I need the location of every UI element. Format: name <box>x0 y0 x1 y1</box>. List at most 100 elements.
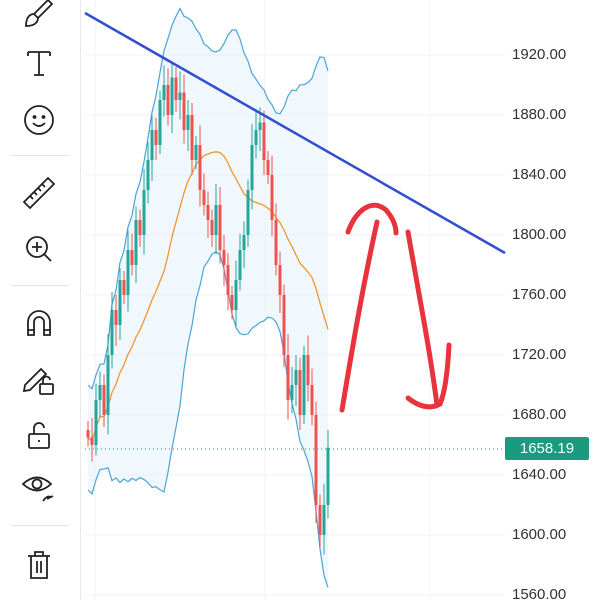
candle-body <box>230 295 234 310</box>
candle-body <box>102 385 106 415</box>
hide-drawings-button[interactable] <box>18 466 60 508</box>
candle-body <box>190 115 194 160</box>
price-tick-label: 1600.00 <box>512 526 567 543</box>
brush-icon <box>25 0 54 27</box>
candle-body <box>106 355 110 415</box>
candle-body <box>98 385 102 400</box>
candle-body <box>210 220 214 235</box>
drawing-mode-lock-button[interactable] <box>18 358 60 400</box>
candle-body <box>170 77 174 115</box>
text-icon <box>27 51 51 76</box>
candle-body <box>314 415 318 505</box>
price-tick-label: 1640.00 <box>512 466 567 483</box>
candle-body <box>186 115 190 130</box>
candle-body <box>142 190 146 235</box>
price-tick-label: 1800.00 <box>512 226 567 243</box>
toolbar-divider <box>12 285 68 286</box>
ruler-icon <box>22 176 56 210</box>
price-tick-label: 1880.00 <box>512 106 567 123</box>
candle-body <box>318 505 322 535</box>
brush-tool-button[interactable] <box>18 0 60 34</box>
candle-body <box>234 280 238 310</box>
eye-icon <box>21 476 54 502</box>
remove-drawings-button[interactable] <box>18 544 60 586</box>
candle-body <box>274 220 278 265</box>
candle-body <box>202 190 206 205</box>
price-tick-label: 1560.00 <box>512 586 567 603</box>
price-tick-label: 1760.00 <box>512 286 567 303</box>
price-tick-label: 1840.00 <box>512 166 567 183</box>
candle-body <box>110 310 114 355</box>
last-price-label: 1658.19 <box>505 436 589 460</box>
candle-body <box>182 92 186 130</box>
zoom-in-tool-button[interactable] <box>18 228 60 270</box>
candle-body <box>174 77 178 100</box>
smiley-icon <box>24 105 54 135</box>
candle-body <box>134 220 138 265</box>
candle-body <box>290 385 294 400</box>
candle-body <box>166 85 170 115</box>
candle-body <box>270 175 274 220</box>
candle-body <box>246 190 250 235</box>
candle-body <box>322 505 326 535</box>
candle-body <box>294 370 298 385</box>
candle-body <box>194 145 198 160</box>
candle-body <box>250 145 254 190</box>
candle-body <box>154 130 158 145</box>
drawing-toolbar <box>0 0 81 600</box>
candle-body <box>262 122 266 160</box>
candle-body <box>242 235 246 250</box>
magnet-tool-button[interactable] <box>18 302 60 344</box>
candle-body <box>90 437 94 445</box>
candle-body <box>214 205 218 235</box>
candle-body <box>218 205 222 250</box>
candle-body <box>206 205 210 220</box>
candle-body <box>150 130 154 160</box>
trash-icon <box>28 551 50 579</box>
candle-body <box>126 250 130 295</box>
candle-body <box>138 220 142 235</box>
lock-drawings-button[interactable] <box>18 414 60 456</box>
magnet-icon <box>27 310 51 336</box>
candle-body <box>122 280 126 295</box>
bollinger-upper-line <box>87 7 329 390</box>
candle-body <box>222 250 226 265</box>
measure-tool-button[interactable] <box>18 172 60 214</box>
toolbar-divider <box>12 155 68 156</box>
zoom-in-icon <box>26 236 52 262</box>
candle-body <box>238 250 242 280</box>
price-tick-label: 1920.00 <box>512 46 567 63</box>
candle-body <box>278 265 282 295</box>
pencil-lock-icon <box>22 367 54 395</box>
candle-body <box>266 160 270 175</box>
candle-body <box>306 355 310 385</box>
candle-body <box>326 447 330 505</box>
candle-body <box>178 92 182 100</box>
toolbar-divider <box>12 525 68 526</box>
unlock-icon <box>28 422 50 449</box>
candle-body <box>258 122 262 130</box>
candle-body <box>282 295 286 355</box>
candle-body <box>86 430 90 438</box>
candle-body <box>162 85 166 100</box>
candle-body <box>158 100 162 145</box>
candle-body <box>146 160 150 190</box>
candle-body <box>254 130 258 145</box>
candle-body <box>130 250 134 265</box>
candle-body <box>94 400 98 445</box>
candle-body <box>114 310 118 325</box>
text-tool-button[interactable] <box>18 42 60 84</box>
candle-body <box>302 355 306 415</box>
moving-average-line <box>87 151 329 443</box>
emoji-tool-button[interactable] <box>18 99 60 141</box>
candle-body <box>198 145 202 190</box>
candle-body <box>118 280 122 325</box>
price-tick-label: 1720.00 <box>512 346 567 363</box>
candle-body <box>286 355 290 400</box>
trend-line-drawing[interactable] <box>84 11 506 255</box>
candle-body <box>226 265 230 295</box>
candle-body <box>298 370 302 415</box>
freehand-arrow-drawing[interactable] <box>339 202 452 413</box>
price-tick-label: 1680.00 <box>512 406 567 423</box>
